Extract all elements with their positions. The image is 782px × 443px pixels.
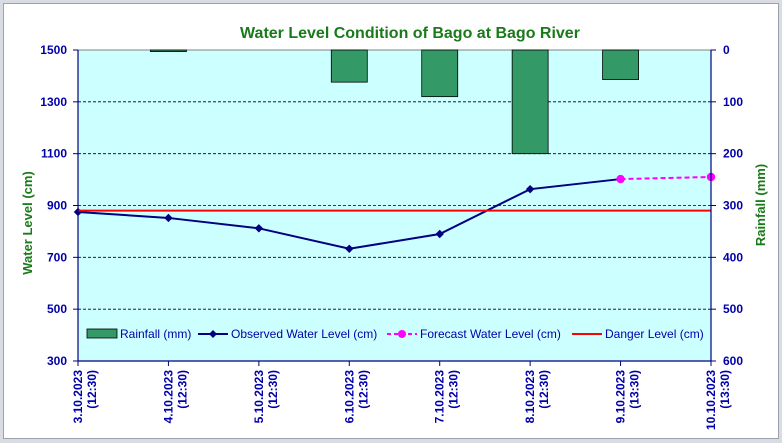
chart-frame: Water Level Condition of Bago at Bago Ri… xyxy=(3,3,779,439)
y-right-tick-label: 300 xyxy=(723,199,743,213)
x-tick-label: 8.10.2023(12:30) xyxy=(523,370,551,424)
series-lines xyxy=(73,172,716,253)
rainfall-bar xyxy=(511,49,549,155)
x-tick-label: 5.10.2023(12:30) xyxy=(252,370,280,424)
y-right-tick-label: 0 xyxy=(723,43,730,57)
rainfall-bar xyxy=(602,49,639,80)
y-left-tick-label: 1500 xyxy=(40,43,67,57)
legend-swatch-rainfall xyxy=(86,328,118,339)
y-right-axis-label: Rainfall (mm) xyxy=(753,164,768,246)
legend-label: Rainfall (mm) xyxy=(120,327,191,341)
legend-label: Observed Water Level (cm) xyxy=(231,327,377,341)
rainfall-bars xyxy=(150,49,639,155)
tick-labels: 300 500 700 900 1100 1300 1500 0 100 200 300 400 500… xyxy=(40,43,743,430)
observed-point xyxy=(164,213,173,223)
x-tick-label: 10.10.2023(13:30) xyxy=(704,370,732,430)
forecast-point xyxy=(616,174,625,184)
rainfall-bar xyxy=(421,49,459,98)
y-left-tick-label: 300 xyxy=(47,354,67,368)
forecast-line xyxy=(620,175,712,181)
y-right-tick-label: 400 xyxy=(723,250,743,264)
legend: Rainfall (mm) Observed Water Level (cm) Fo… xyxy=(86,327,704,341)
observed-point xyxy=(345,244,354,253)
legend-marker xyxy=(398,330,406,338)
y-left-tick-label: 500 xyxy=(47,302,67,316)
chart: Water Level Condition of Bago at Bago Ri… xyxy=(20,25,768,430)
chart-title: Water Level Condition of Bago at Bago Ri… xyxy=(240,25,580,42)
y-right-tick-label: 600 xyxy=(723,354,743,368)
rainfall-bar xyxy=(150,49,187,52)
y-left-tick-label: 1100 xyxy=(41,147,67,161)
y-right-tick-label: 200 xyxy=(723,147,743,161)
observed-point xyxy=(254,224,264,233)
y-left-tick-label: 1300 xyxy=(40,95,67,109)
y-right-tick-label: 500 xyxy=(723,302,743,316)
x-tick-label: 6.10.2023(12:30) xyxy=(342,370,370,424)
x-tick-label: 4.10.2023(12:30) xyxy=(161,370,189,424)
y-left-axis-label: Water Level (cm) xyxy=(20,171,35,275)
rainfall-bar xyxy=(330,49,368,83)
axes xyxy=(73,49,716,366)
y-left-tick-label: 900 xyxy=(47,199,67,213)
grid-lines xyxy=(78,101,711,310)
observed-point xyxy=(525,184,535,194)
x-tick-label: 3.10.2023(12:30) xyxy=(71,370,99,424)
x-tick-label: 9.10.2023(13:30) xyxy=(614,370,642,424)
y-right-tick-label: 100 xyxy=(723,95,743,109)
legend-marker xyxy=(209,330,217,338)
observed-point xyxy=(435,229,444,239)
legend-label: Danger Level (cm) xyxy=(605,327,704,341)
y-left-tick-label: 700 xyxy=(47,250,67,264)
x-tick-label: 7.10.2023(12:30) xyxy=(433,370,461,424)
legend-label: Forecast Water Level (cm) xyxy=(420,327,561,341)
